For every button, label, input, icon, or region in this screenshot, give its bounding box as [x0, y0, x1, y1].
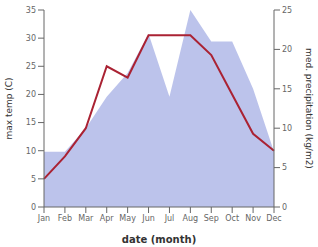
svg-text:Apr: Apr — [100, 214, 115, 223]
svg-text:0: 0 — [31, 203, 36, 212]
svg-text:Jun: Jun — [141, 214, 155, 223]
svg-text:25: 25 — [26, 62, 36, 71]
svg-text:Jan: Jan — [37, 214, 50, 223]
svg-text:20: 20 — [282, 45, 292, 54]
svg-text:15: 15 — [282, 85, 292, 94]
svg-text:date (month): date (month) — [122, 234, 196, 245]
svg-text:0: 0 — [282, 203, 287, 212]
svg-text:10: 10 — [282, 124, 292, 133]
svg-text:5: 5 — [282, 163, 287, 172]
svg-text:Feb: Feb — [58, 214, 72, 223]
svg-text:Jul: Jul — [164, 214, 175, 223]
svg-text:20: 20 — [26, 90, 36, 99]
svg-text:15: 15 — [26, 118, 36, 127]
svg-text:30: 30 — [26, 34, 36, 43]
svg-text:Nov: Nov — [245, 214, 261, 223]
svg-text:5: 5 — [31, 175, 36, 184]
svg-text:Mar: Mar — [78, 214, 94, 223]
svg-text:Aug: Aug — [183, 214, 199, 223]
svg-text:May: May — [119, 214, 136, 223]
svg-text:Oct: Oct — [225, 214, 239, 223]
svg-text:35: 35 — [26, 6, 36, 15]
svg-text:med. precipitation (kg/m2): med. precipitation (kg/m2) — [304, 48, 310, 169]
svg-text:Sep: Sep — [204, 214, 219, 223]
svg-text:25: 25 — [282, 6, 292, 15]
svg-text:Dec: Dec — [266, 214, 281, 223]
svg-text:10: 10 — [26, 147, 36, 156]
svg-text:max temp (C): max temp (C) — [8, 77, 14, 139]
